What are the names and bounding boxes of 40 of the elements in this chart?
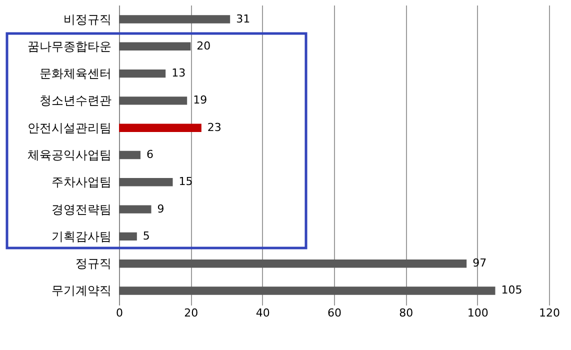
bar — [119, 232, 137, 241]
x-tick-label: 20 — [184, 306, 198, 320]
bar — [119, 286, 496, 295]
bar — [119, 259, 467, 268]
bar — [119, 69, 166, 78]
x-tick-label: 100 — [467, 306, 488, 320]
data-label: 105 — [501, 284, 522, 297]
data-label: 15 — [178, 175, 193, 188]
data-label: 31 — [236, 12, 250, 26]
y-tick-label: 문화체육센터 — [40, 66, 112, 81]
data-label: 6 — [146, 148, 154, 161]
y-tick-label: 주차사업팀 — [52, 175, 112, 190]
data-label: 19 — [193, 94, 208, 107]
y-tick-label: 경영전략팀 — [52, 202, 112, 216]
y-tick-label: 청소년수련관 — [40, 94, 112, 108]
x-tick-label: 60 — [328, 306, 342, 320]
data-label: 97 — [472, 256, 487, 270]
y-tick-label: 기획감사팀 — [52, 229, 112, 244]
bar — [119, 150, 140, 160]
y-tick-label: 안전시설관리팀 — [28, 120, 112, 135]
data-label: 20 — [196, 39, 211, 52]
x-tick-label: 0 — [116, 306, 123, 320]
x-tick-label: 120 — [539, 306, 560, 320]
y-tick-label: 체육공익사업팀 — [28, 148, 112, 162]
y-tick-label: 비정규직 — [64, 12, 112, 26]
bar — [119, 205, 152, 214]
data-label: 5 — [142, 229, 150, 242]
data-label: 23 — [207, 120, 222, 134]
data-label: 9 — [157, 202, 164, 216]
data-label: 13 — [172, 66, 186, 80]
x-tick-label: 40 — [256, 306, 270, 320]
y-tick-label: 정규직 — [76, 256, 112, 271]
y-tick-label: 무기계약직 — [52, 284, 112, 298]
bar — [119, 15, 230, 24]
bar — [119, 96, 188, 105]
bar — [119, 124, 202, 132]
bar — [119, 178, 173, 186]
bar — [119, 42, 191, 51]
y-tick-label: 꿈나무종합타운 — [28, 39, 112, 54]
x-tick-label: 80 — [399, 306, 414, 320]
